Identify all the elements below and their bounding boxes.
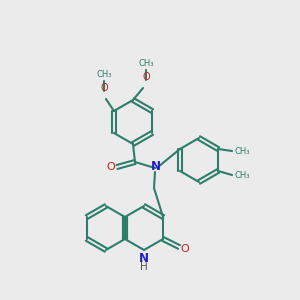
Text: CH₃: CH₃	[138, 59, 154, 68]
Text: CH₃: CH₃	[234, 170, 250, 179]
Text: O: O	[181, 244, 189, 254]
Text: N: N	[139, 252, 149, 265]
Text: O: O	[142, 72, 150, 82]
Text: H: H	[140, 262, 148, 272]
Text: O: O	[106, 162, 116, 172]
Text: CH₃: CH₃	[96, 70, 112, 79]
Text: O: O	[100, 83, 108, 93]
Text: CH₃: CH₃	[234, 146, 250, 155]
Text: N: N	[151, 160, 161, 173]
